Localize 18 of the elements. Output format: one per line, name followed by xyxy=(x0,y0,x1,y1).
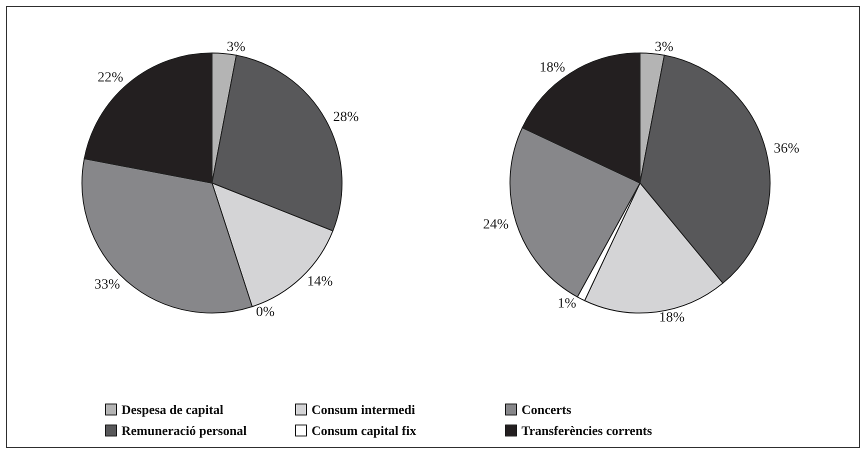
legend-label: Transferències corrents xyxy=(522,423,652,438)
data-label: 36% xyxy=(774,142,800,157)
data-label: 24% xyxy=(482,218,509,233)
legend-label: Consum capital fix xyxy=(312,423,417,438)
data-label: 3% xyxy=(226,40,246,56)
data-label: 1% xyxy=(558,296,577,312)
data-label: 18% xyxy=(539,60,566,76)
data-label: 18% xyxy=(659,310,686,326)
data-label: 28% xyxy=(333,110,360,125)
legend-label: Concerts xyxy=(522,402,572,417)
legend-label: Remuneració personal xyxy=(122,423,248,438)
text: 0% xyxy=(256,304,275,320)
data-label: 33% xyxy=(94,278,120,293)
legend-label: Despesa de capital xyxy=(122,402,224,417)
legend-label: Consum intermedi xyxy=(312,402,416,417)
data-label: 3% xyxy=(654,40,674,56)
data-label: 22% xyxy=(98,70,124,86)
data-label: 14% xyxy=(307,274,334,290)
